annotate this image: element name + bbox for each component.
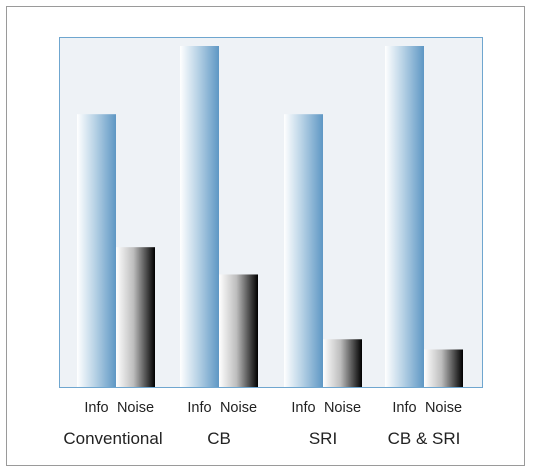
- category-label-sri: SRI: [309, 429, 337, 448]
- bar-conventional-info: [77, 114, 116, 387]
- series-label-sri-noise: Noise: [324, 400, 361, 416]
- series-label-conventional-info: Info: [84, 400, 108, 416]
- series-label-cb-and-sri-info: Info: [392, 400, 416, 416]
- bar-cb-and-sri-noise: [424, 349, 463, 387]
- bar-cb-noise: [219, 274, 258, 387]
- series-label-cb-and-sri-noise: Noise: [425, 400, 462, 416]
- series-label-sri-info: Info: [291, 400, 315, 416]
- bar-cb-and-sri-info: [385, 46, 424, 387]
- series-label-cb-info: Info: [187, 400, 211, 416]
- series-label-cb-noise: Noise: [220, 400, 257, 416]
- bar-cb-info: [180, 46, 219, 387]
- series-label-conventional-noise: Noise: [117, 400, 154, 416]
- category-label-conventional: Conventional: [63, 429, 162, 448]
- bar-sri-noise: [323, 339, 362, 387]
- category-label-cb-and-sri: CB & SRI: [388, 429, 461, 448]
- bar-sri-info: [284, 114, 323, 387]
- bar-conventional-noise: [116, 247, 155, 387]
- category-label-cb: CB: [207, 429, 231, 448]
